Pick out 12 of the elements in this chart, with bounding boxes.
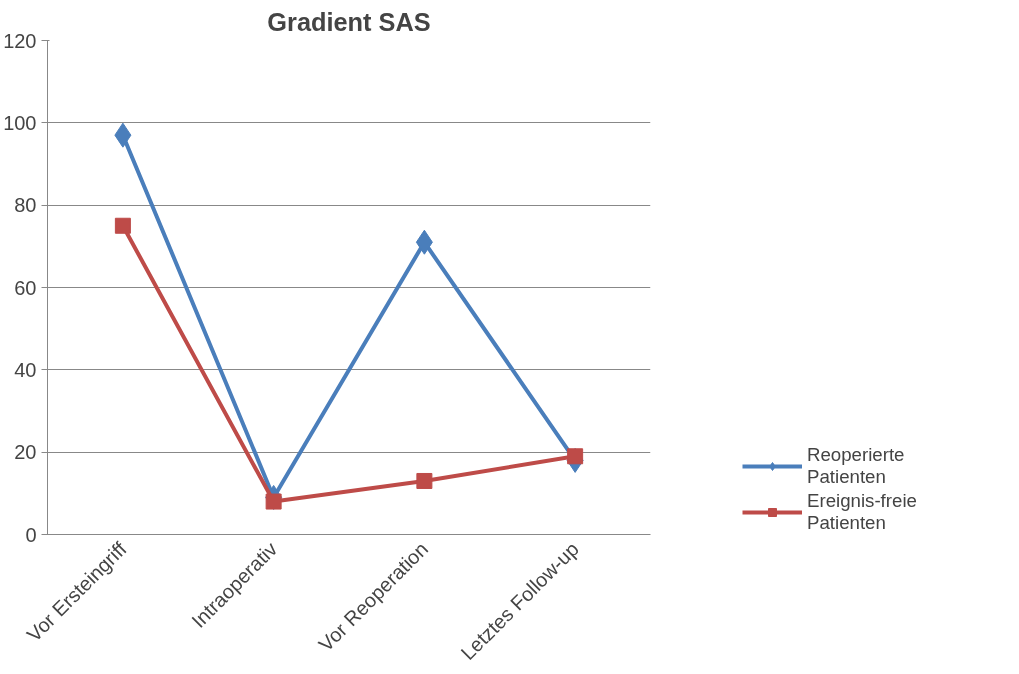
legend-label: Reoperierte Patienten <box>807 444 905 488</box>
y-tick-label: 120 <box>3 29 37 52</box>
point <box>114 217 131 234</box>
y-tick-label: 80 <box>14 194 37 217</box>
y-tick-label: 20 <box>14 441 37 464</box>
y-tick-label: 100 <box>3 111 37 134</box>
y-tick-label: 40 <box>14 358 37 381</box>
point <box>416 472 433 489</box>
y-tick-label: 60 <box>14 276 37 299</box>
y-tick-label: 0 <box>25 523 37 546</box>
legend-label: Ereignis-freie Patienten <box>807 490 917 534</box>
chart-title: Gradient SAS <box>267 7 431 36</box>
